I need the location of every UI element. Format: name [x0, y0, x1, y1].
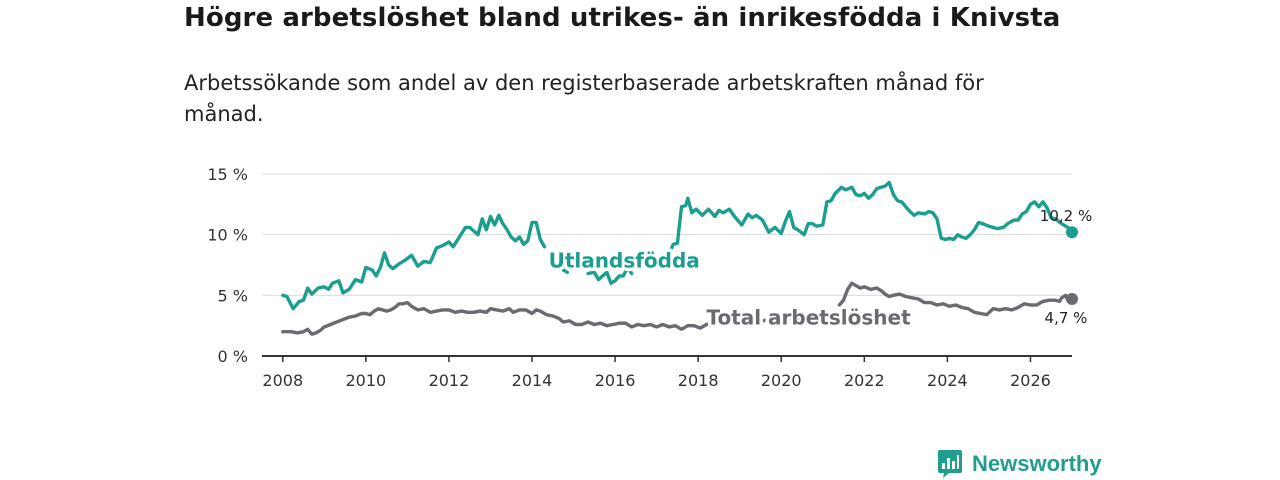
chart-subtitle: Arbetssökande som andel av den registerb…: [184, 71, 984, 126]
series-lines: [281, 180, 1078, 336]
chart-title: Högre arbetslöshet bland utrikes- än inr…: [184, 3, 1061, 33]
series-line-total-arbetsl-shet: [281, 300, 825, 336]
x-axis-ticks: 2008 2010 2012 2014 2016 2018 2020 2022 2024 2026: [262, 356, 1051, 390]
y-axis-ticks: 0 % 5 % 10 % 15 %: [207, 165, 248, 366]
y-tick-label: 5 %: [218, 286, 248, 305]
newsworthy-logo: Newsworthy: [937, 449, 1102, 479]
y-tick-label: 15 %: [207, 165, 248, 184]
x-tick-label: 2026: [1010, 371, 1051, 390]
x-tick-label: 2024: [927, 371, 968, 390]
series-line-utlandsf-dda: [561, 268, 569, 274]
newsworthy-chart-icon: [938, 450, 962, 478]
series-end-point-utlandsf-dda: [1066, 226, 1078, 239]
x-tick-label: 2018: [678, 371, 719, 390]
brand-name: Newsworthy: [972, 451, 1102, 476]
x-tick-label: 2022: [844, 371, 885, 390]
series-label-utlandsf-dda: Utlandsfödda: [549, 248, 700, 272]
x-tick-label: 2008: [262, 371, 303, 390]
end-value-label-utlandsf-dda: 10,2 %: [1040, 207, 1092, 225]
x-tick-label: 2014: [512, 371, 553, 390]
series-label-total-arbetsl-shet: Total arbetslöshet: [706, 305, 911, 329]
x-tick-label: 2020: [761, 371, 802, 390]
gridlines: [262, 173, 1072, 296]
x-tick-label: 2012: [429, 371, 470, 390]
series-line-utlandsf-dda: [281, 213, 547, 311]
series-annotations: 10,2 % 4,7 % Utlandsfödda Total arbetslöshe…: [545, 207, 1092, 333]
x-tick-label: 2016: [595, 371, 636, 390]
series-end-point-total-arbetsl-shet: [1066, 292, 1078, 305]
y-tick-label: 0 %: [218, 347, 248, 366]
y-tick-label: 10 %: [207, 226, 248, 245]
series-line-utlandsf-dda: [586, 265, 634, 285]
series-line-total-arbetsl-shet: [837, 281, 1074, 317]
series-line-utlandsf-dda: [644, 180, 1074, 268]
x-tick-label: 2010: [345, 371, 386, 390]
end-value-label-total-arbetsl-shet: 4,7 %: [1045, 309, 1088, 327]
